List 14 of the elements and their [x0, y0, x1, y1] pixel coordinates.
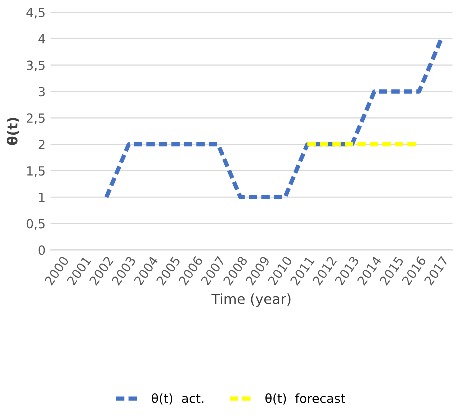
y-tick-label: 0,5 [26, 219, 45, 230]
y-tick-label: 3,5 [27, 60, 45, 72]
y-tick-label: 1,5 [27, 166, 45, 178]
y-tick-label: 2 [38, 140, 45, 150]
y-tick-label: 3 [38, 87, 45, 97]
y-tick-label: 1 [39, 193, 45, 202]
y-tick-label: 0 [38, 246, 46, 256]
y-tick-label: 4 [38, 34, 46, 44]
y-axis-title: θ(t) [6, 118, 20, 146]
y-tick-label: 2,5 [26, 114, 45, 124]
legend-label: θ(t) forecast [266, 394, 346, 405]
legend-label: θ(t) act. [152, 394, 204, 405]
x-axis-title: Time (year) [212, 294, 291, 308]
y-tick-label: 4,5 [26, 8, 45, 19]
